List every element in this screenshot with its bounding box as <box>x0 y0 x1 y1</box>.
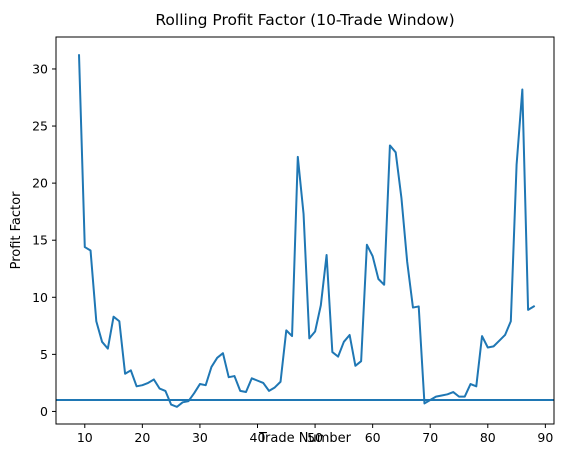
x-tick-label: 10 <box>77 430 93 445</box>
series-layer <box>78 54 536 408</box>
series-line <box>78 54 536 408</box>
y-tick-label: 30 <box>32 61 48 76</box>
x-tick-label: 80 <box>480 430 496 445</box>
y-tick-label: 0 <box>40 404 48 419</box>
x-tick-label: 50 <box>307 430 323 445</box>
x-axis-ticks: 10 20 30 40 50 60 70 80 90 <box>77 424 553 445</box>
x-tick-label: 60 <box>365 430 381 445</box>
x-axis-label: Trade Number <box>258 431 352 446</box>
y-axis-label: Profit Factor <box>9 191 24 269</box>
x-tick-label: 30 <box>192 430 208 445</box>
y-tick-label: 20 <box>32 176 48 191</box>
plot-area-frame <box>55 36 555 425</box>
y-axis-ticks: 0 5 10 15 20 25 30 <box>32 61 56 419</box>
x-tick-label: 90 <box>537 430 553 445</box>
x-tick-label: 40 <box>250 430 266 445</box>
y-tick-label: 25 <box>32 119 48 134</box>
x-tick-label: 70 <box>422 430 438 445</box>
y-tick-label: 10 <box>32 290 48 305</box>
y-tick-label: 15 <box>32 233 48 248</box>
x-tick-label: 20 <box>134 430 150 445</box>
y-tick-label: 5 <box>40 347 48 362</box>
chart-title: Rolling Profit Factor (10-Trade Window) <box>155 11 454 29</box>
